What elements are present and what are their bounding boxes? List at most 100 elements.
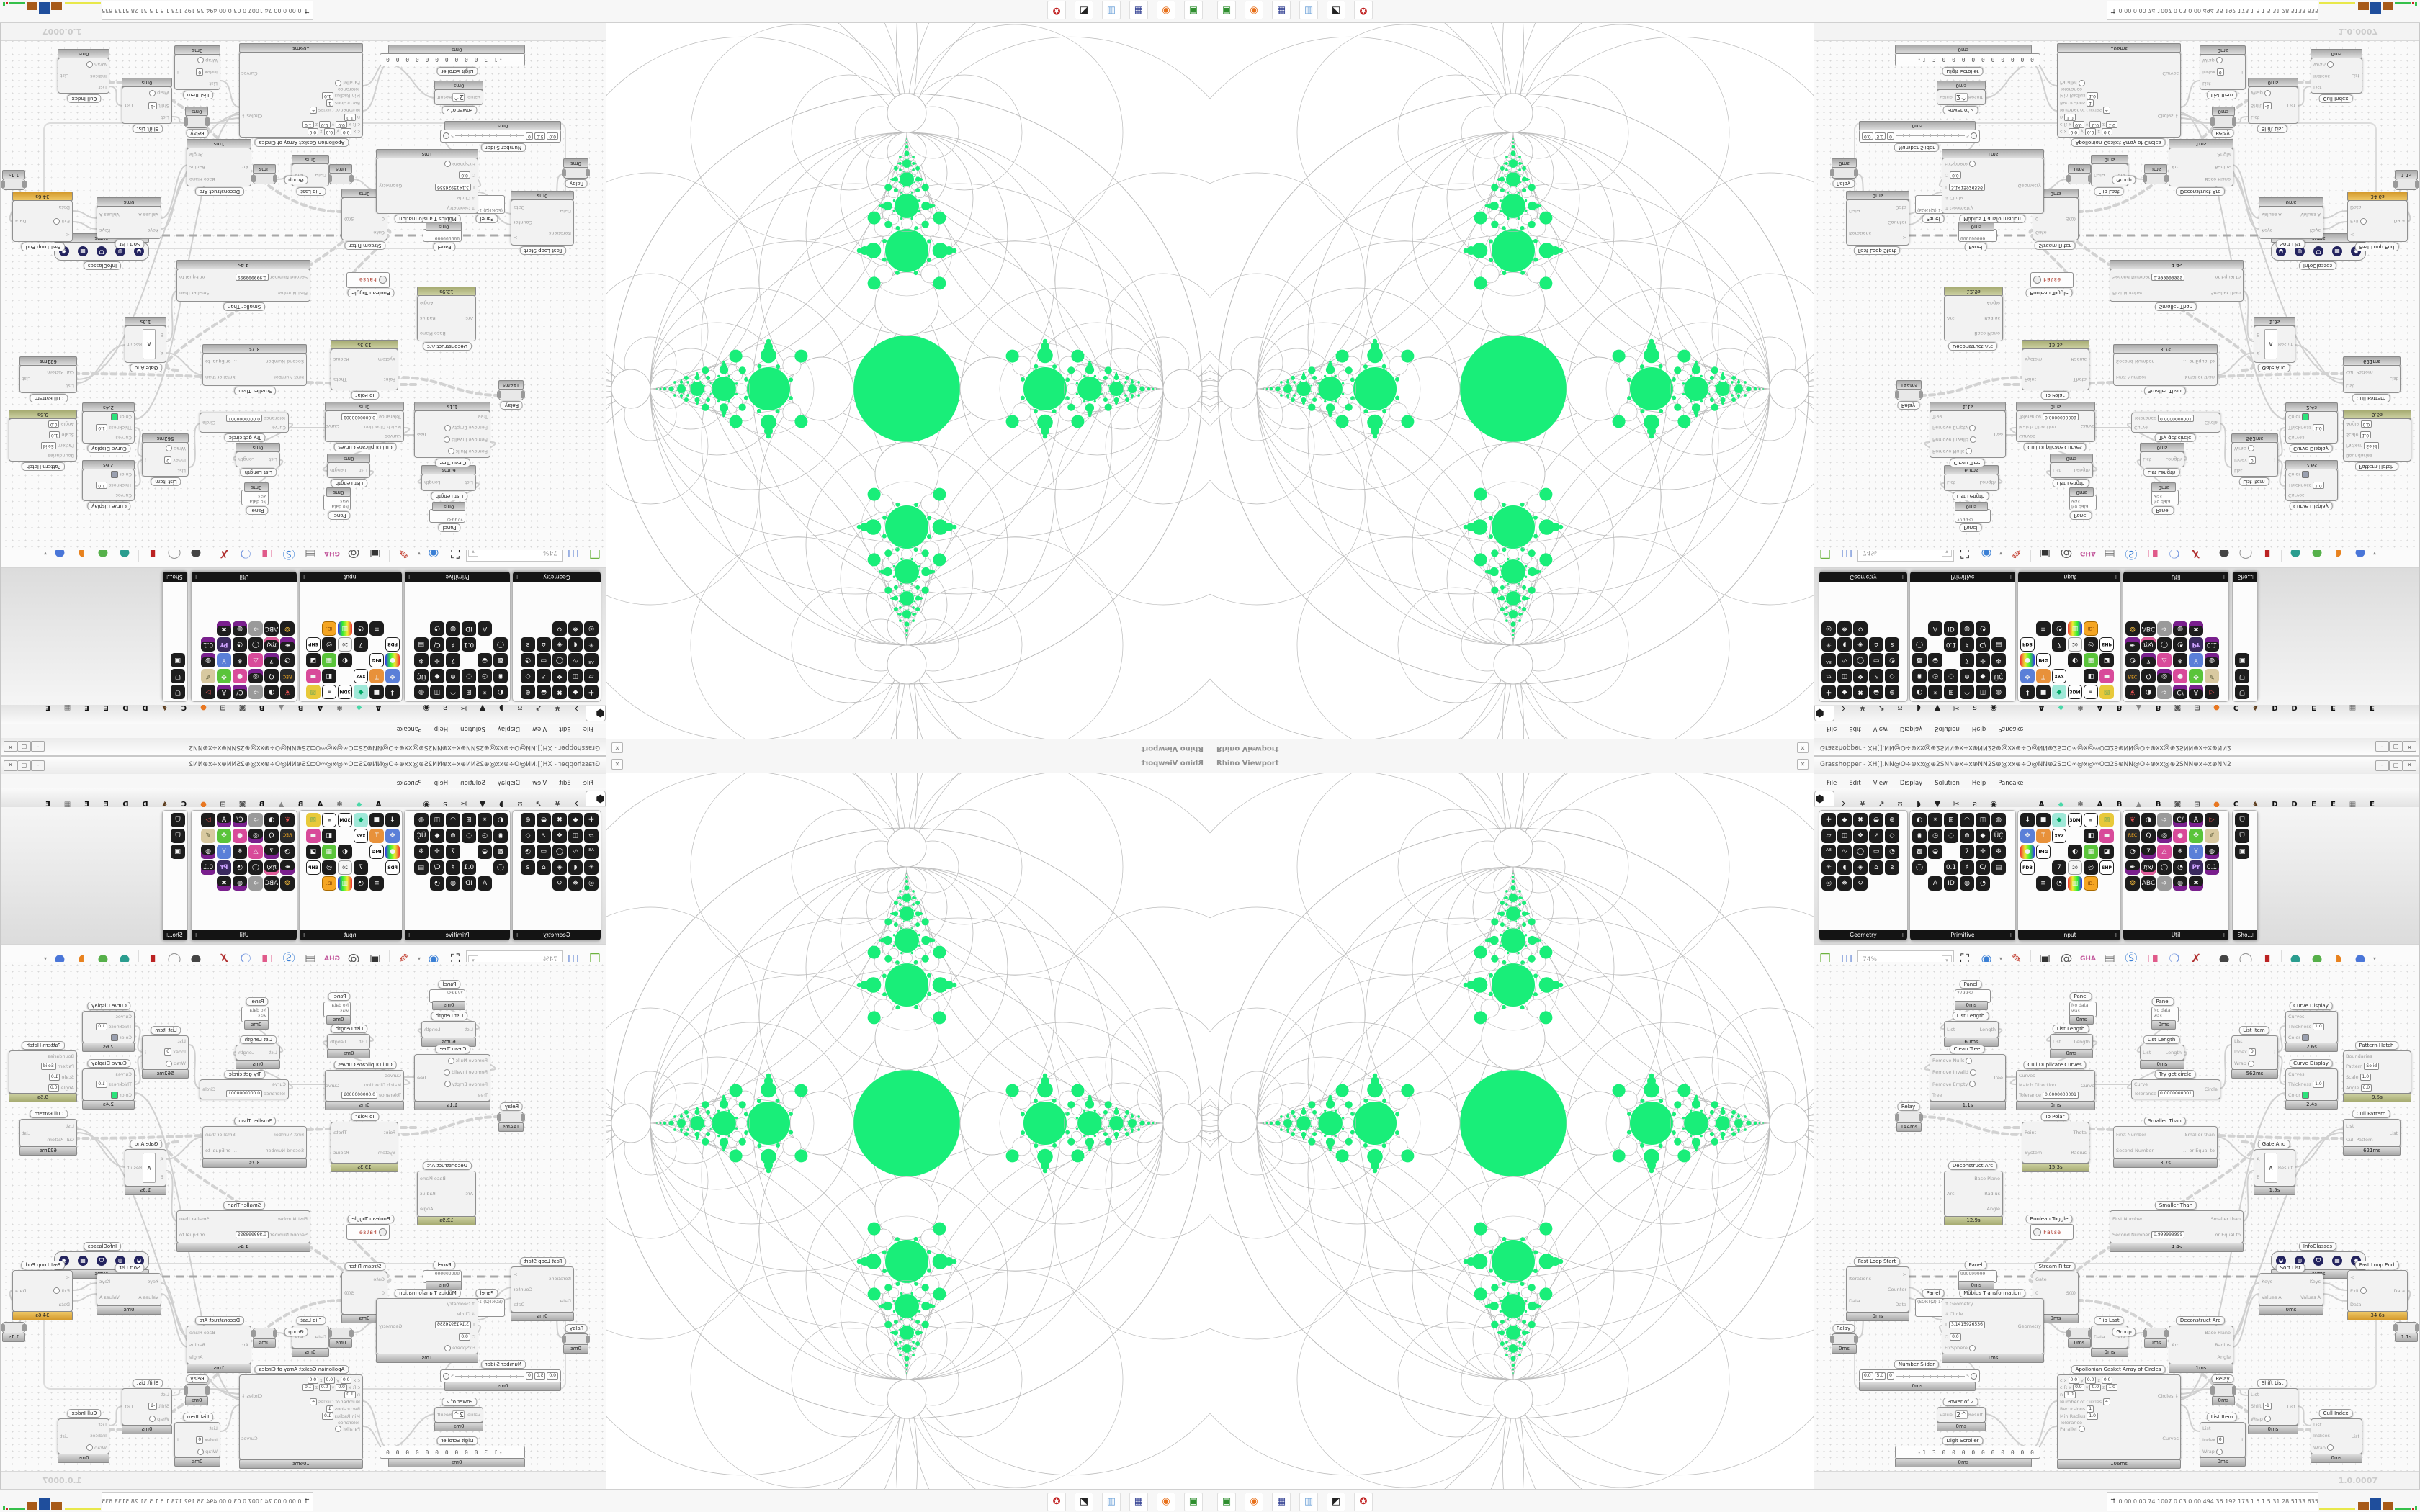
- component-icon[interactable]: ✒: [280, 860, 295, 875]
- component-icon[interactable]: ◯: [2157, 637, 2172, 652]
- component-icon[interactable]: ▩: [1912, 653, 1927, 667]
- node-relay-m2[interactable]: [253, 1328, 276, 1339]
- menu-pancake[interactable]: Pancake: [1998, 725, 2024, 732]
- component-icon[interactable]: ABC: [2141, 876, 2156, 891]
- slider-track[interactable]: [454, 1374, 525, 1378]
- component-icon[interactable]: IMG: [2036, 653, 2051, 667]
- component-icon[interactable]: Pr: [2189, 637, 2203, 652]
- node-fast-loop-start[interactable]: Iterations Data > Counter Data: [511, 1266, 574, 1313]
- component-icon[interactable]: ▱: [584, 829, 599, 843]
- toolbar-icon-19[interactable]: ▮: [2264, 952, 2271, 966]
- taskbar-app-3[interactable]: ▥: [1299, 1493, 1318, 1511]
- node-try-get-circle[interactable]: Curve Tolerance 0.0000000001 Circle: [200, 413, 289, 433]
- component-icon[interactable]: ◖: [568, 860, 583, 875]
- component-icon[interactable]: ƨ: [1885, 860, 1899, 875]
- node-panel-nodata-2[interactable]: No data was: [2151, 490, 2179, 505]
- component-icon[interactable]: ✖: [217, 621, 231, 636]
- component-icon[interactable]: ▬: [2099, 669, 2114, 683]
- component-icon[interactable]: ◯: [493, 860, 508, 875]
- palette-expand-icon[interactable]: +: [2250, 932, 2255, 938]
- component-icon[interactable]: ≡: [2036, 876, 2051, 891]
- node-to-polar[interactable]: Point System Theta Radius: [331, 1122, 398, 1164]
- close-button[interactable]: ✕: [2403, 741, 2416, 752]
- component-icon[interactable]: ✣: [217, 829, 231, 843]
- node-smaller-than-2[interactable]: First Number Second Number 0.999999999 Smal…: [2110, 269, 2244, 302]
- node-relay-left[interactable]: [1830, 1333, 1858, 1345]
- component-icon[interactable]: ⬇: [2020, 685, 2035, 699]
- component-icon[interactable]: ◯: [248, 637, 263, 652]
- component-icon[interactable]: ◍: [446, 621, 460, 636]
- component-icon[interactable]: ◷: [1928, 829, 1942, 843]
- component-icon[interactable]: XYZ: [354, 669, 368, 683]
- node-relay-11[interactable]: [2, 1322, 25, 1333]
- slider-knob[interactable]: [443, 1372, 449, 1380]
- component-icon[interactable]: PDB: [2020, 637, 2035, 652]
- node-to-polar[interactable]: Point System Theta Radius: [2022, 1122, 2089, 1164]
- component-icon[interactable]: ◆: [1976, 669, 1990, 683]
- component-icon[interactable]: ◯: [493, 637, 508, 652]
- close-button[interactable]: ✕: [4, 741, 17, 752]
- component-icon[interactable]: ◎: [2084, 637, 2098, 652]
- component-icon[interactable]: ➩: [248, 813, 263, 827]
- tab-plugin-9[interactable]: ●: [2213, 801, 2220, 809]
- node-panel-279932[interactable]: 279932: [1955, 989, 1991, 1003]
- palette-label[interactable]: Input +: [2018, 930, 2120, 940]
- component-icon[interactable]: ◧: [2084, 669, 2098, 683]
- component-icon[interactable]: ÜÇ: [414, 829, 429, 843]
- component-icon[interactable]: ABC: [2141, 621, 2156, 636]
- node-sort-list[interactable]: Keys Values A Keys Values A: [2259, 1273, 2323, 1306]
- component-icon[interactable]: ⊞: [1944, 685, 1958, 699]
- component-icon[interactable]: ✴: [478, 813, 492, 827]
- component-icon[interactable]: ◪: [306, 653, 321, 667]
- component-icon[interactable]: ∞: [2084, 813, 2098, 827]
- tab-plugin-13[interactable]: D: [2291, 801, 2298, 809]
- node-smaller-than-2[interactable]: First Number Second Number 0.999999999 Smal…: [176, 1210, 310, 1243]
- component-icon[interactable]: ≡: [369, 876, 384, 891]
- node-deconstruct-arc-1[interactable]: Arc Base Plane Radius Angle: [417, 1171, 476, 1217]
- node-list-length-3[interactable]: List Length: [236, 1045, 280, 1061]
- component-icon[interactable]: ◯: [1853, 653, 1868, 667]
- node-pattern-hatch[interactable]: Boundaries Pattern Solid Scale 1.0 Angle 0.0: [2343, 1050, 2411, 1094]
- node-panel-nodata-2[interactable]: No data was: [241, 490, 269, 505]
- node-deconstruct-arc-1[interactable]: Arc Base Plane Radius Angle: [1944, 1171, 2003, 1217]
- component-icon[interactable]: ◇: [1885, 829, 1899, 843]
- component-icon[interactable]: 0.1: [462, 860, 476, 875]
- component-icon[interactable]: A: [478, 876, 492, 891]
- node-smaller-than-1[interactable]: First Number Second Number Smaller than… o…: [2113, 353, 2218, 386]
- component-icon[interactable]: ∿: [568, 845, 583, 859]
- component-icon[interactable]: ◒: [478, 653, 492, 667]
- component-icon[interactable]: ✖: [217, 876, 231, 891]
- node-gate-and[interactable]: A B ∧ Result: [125, 325, 166, 363]
- component-icon[interactable]: ▩: [1912, 845, 1927, 859]
- menu-view[interactable]: View: [1873, 780, 1888, 787]
- component-icon[interactable]: SHP: [2099, 637, 2114, 652]
- component-icon[interactable]: ◆: [568, 813, 583, 827]
- viewport-close-button[interactable]: ✕: [1797, 742, 1809, 753]
- component-icon[interactable]: ▩: [493, 845, 508, 859]
- window-titlebar[interactable]: Grasshopper - XH[].NN@O÷⊕xx@⊕2SNN⊕x÷x⊕NN…: [1, 737, 606, 755]
- component-icon[interactable]: 0.1: [1944, 860, 1958, 875]
- component-icon[interactable]: ID.: [322, 876, 336, 891]
- node-shift-list[interactable]: List Shift -1 Wrap List: [2248, 1388, 2298, 1426]
- component-icon[interactable]: [462, 845, 476, 859]
- node-list-length-1[interactable]: List Length: [421, 474, 476, 491]
- component-icon[interactable]: ◔: [2173, 860, 2187, 875]
- component-icon[interactable]: C/: [2173, 813, 2187, 827]
- component-icon[interactable]: ▨: [2099, 685, 2114, 699]
- component-icon[interactable]: ◍: [1991, 813, 2006, 827]
- component-icon[interactable]: ◎: [248, 829, 263, 843]
- component-icon[interactable]: ▣: [2235, 845, 2249, 859]
- node-list-item-2[interactable]: List Index 0 Wrap i: [2200, 54, 2246, 90]
- node-panel-nodata-1[interactable]: No data was: [323, 495, 351, 510]
- component-icon[interactable]: ◎: [584, 876, 599, 891]
- palette-expand-icon[interactable]: +: [2113, 932, 2118, 938]
- node-fast-loop-start[interactable]: Iterations Data > Counter Data: [511, 199, 574, 246]
- component-icon[interactable]: ✥: [385, 829, 400, 843]
- node-clean-tree[interactable]: Remove Nulls Remove Invalid Remove Empty Tr…: [1930, 410, 2006, 458]
- component-icon[interactable]: ◌: [462, 669, 476, 683]
- tab-plugin-15[interactable]: E: [2331, 801, 2336, 809]
- component-icon[interactable]: 7: [354, 860, 368, 875]
- component-icon[interactable]: 7: [446, 845, 460, 859]
- component-icon[interactable]: ▬: [2099, 829, 2114, 843]
- node-canvas[interactable]: Group Panel 279932 0ms List Length List Length…: [1814, 41, 2419, 550]
